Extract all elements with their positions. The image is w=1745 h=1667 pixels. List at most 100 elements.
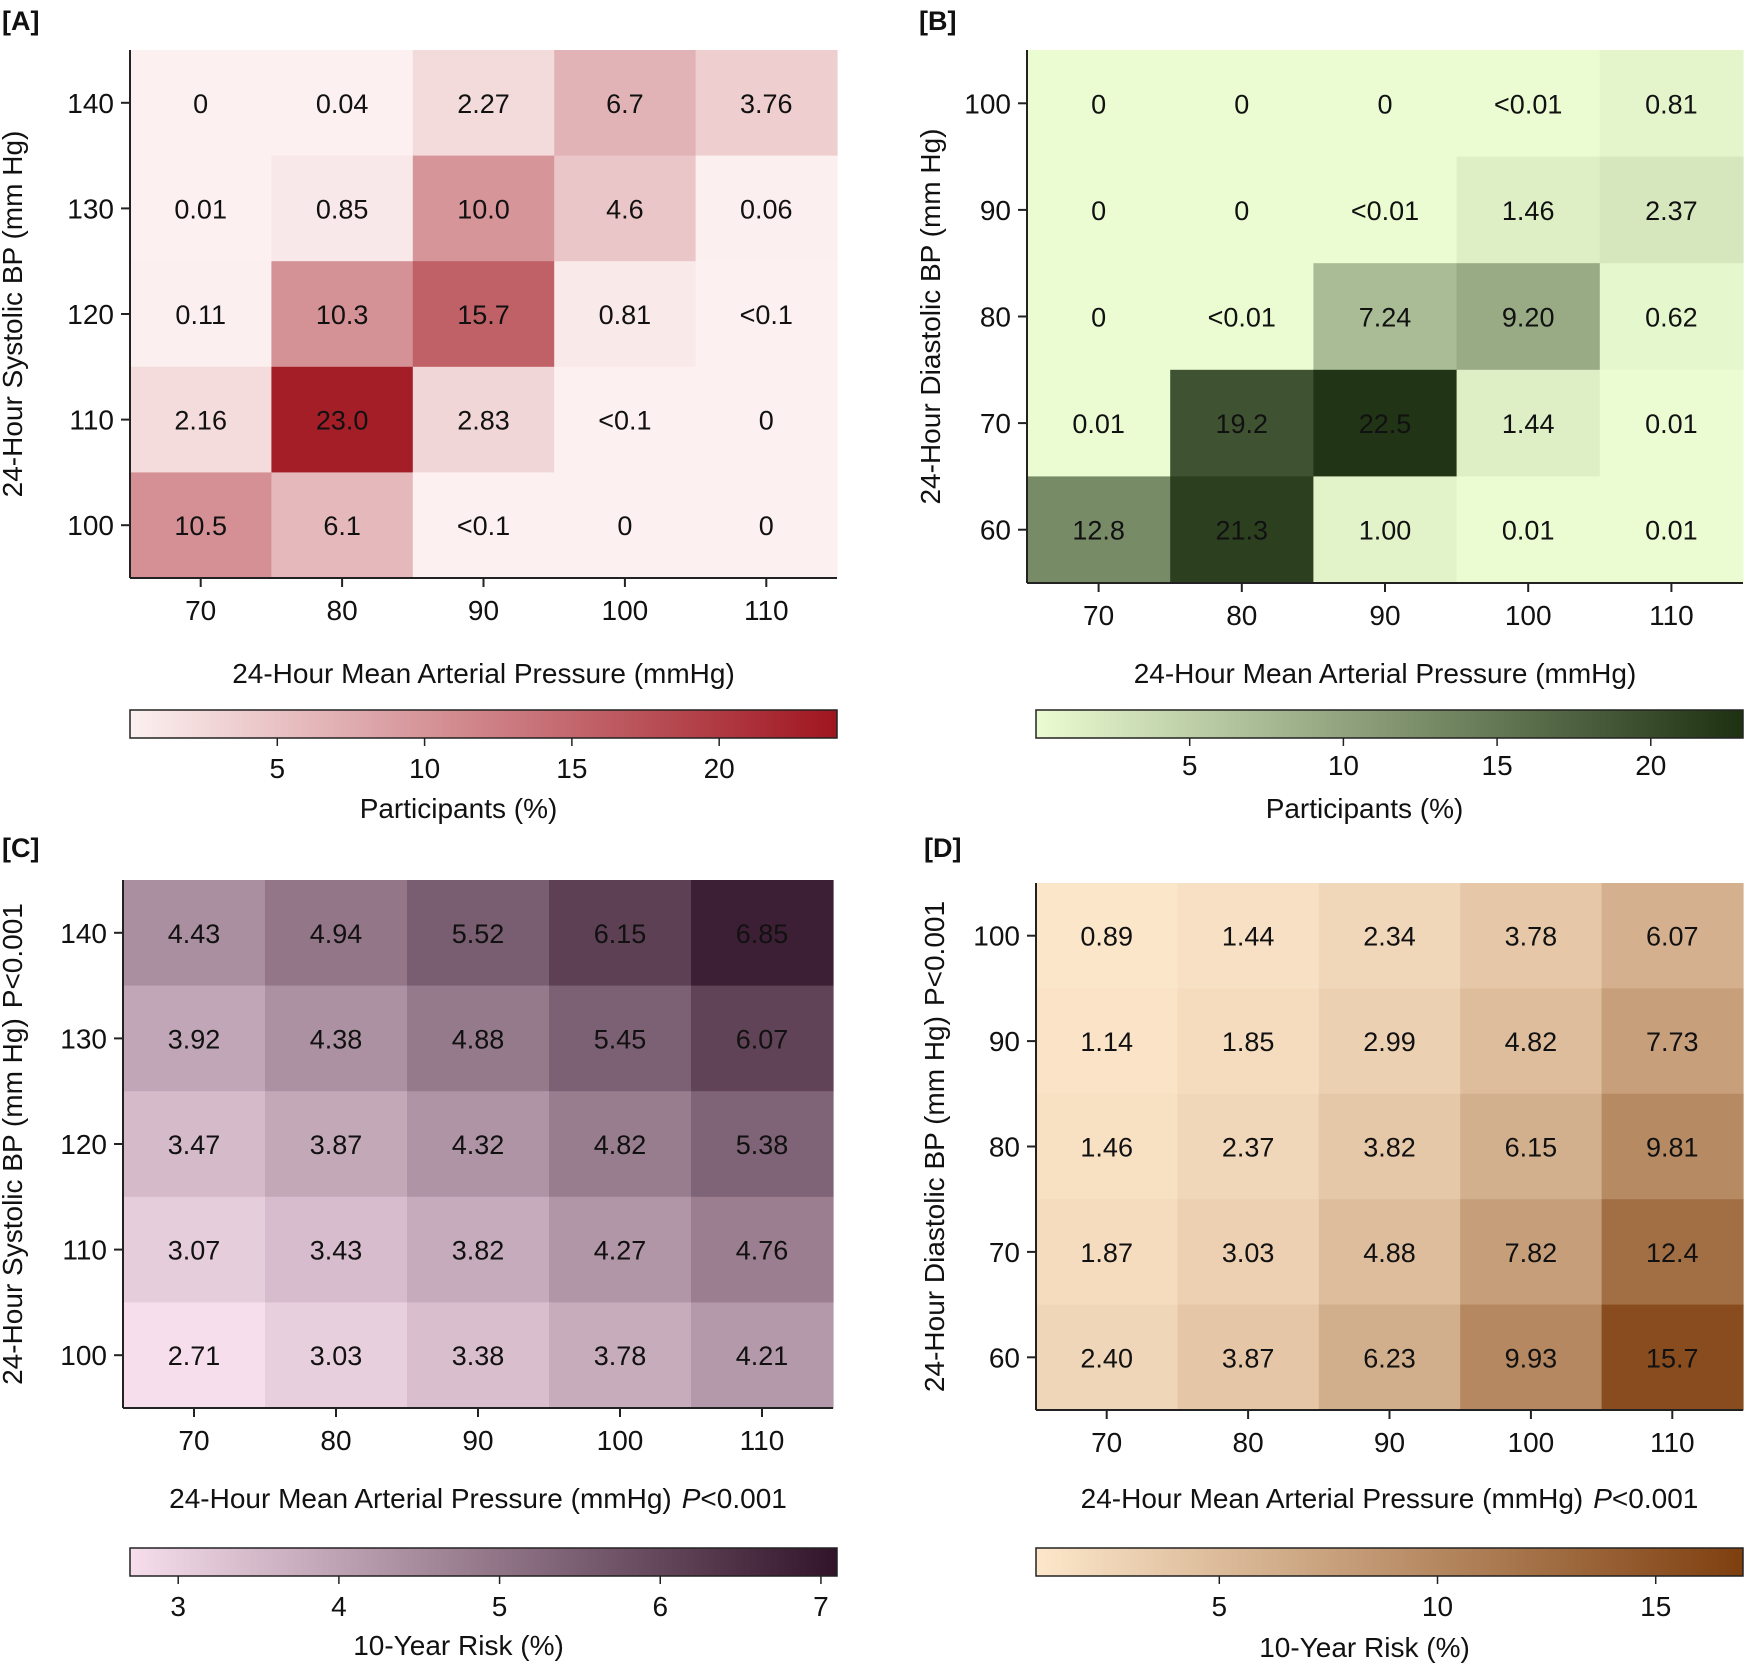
heatmap-cell [1601,988,1744,1095]
cell-value-label: 10.3 [316,300,369,330]
heatmap-cell [1027,369,1171,477]
x-tick-label: 100 [597,1425,644,1456]
x-axis-title-text: 24-Hour Mean Arterial Pressure (mmHg) [169,1483,672,1514]
x-tick-label: 80 [320,1425,351,1456]
cell-value-label: 2.71 [168,1341,221,1371]
heatmap-cell [1036,883,1178,989]
heatmap-cell [1456,156,1601,264]
cell-value-label: <0.1 [740,300,793,330]
cell-value-label: 0.01 [1072,409,1125,439]
y-tick-label: 120 [60,1129,107,1160]
heatmap-cell [123,1196,266,1303]
heatmap-cell [1599,476,1744,584]
y-axis-title: 24-Hour Systolic BP (mm Hg) [0,131,28,498]
cell-value-label: 6.85 [736,919,789,949]
heatmap-cell [130,50,272,157]
heatmap-cell [695,50,838,157]
heatmap-cell [1318,988,1461,1095]
x-axis-title: 24-Hour Mean Arterial Pressure (mmHg) [232,658,735,689]
panel-label: [C] [2,833,39,863]
heatmap-cell [412,50,555,157]
heatmap-cell [1460,883,1603,989]
y-tick-label: 140 [60,918,107,949]
heatmap-cell [123,1091,266,1198]
x-tick-label: 70 [1083,600,1114,631]
y-tick-label: 90 [989,1026,1020,1057]
cell-value-label: 2.34 [1363,922,1416,952]
y-tick-label: 110 [62,1235,107,1266]
cell-value-label: 0.81 [599,300,652,330]
colorbar-tick-label: 5 [270,753,286,784]
heatmap-cell [695,155,838,262]
y-tick-label: 110 [69,405,114,436]
cell-value-label: 2.27 [457,89,510,119]
heatmap-cell [1601,1199,1744,1306]
p-letter: P [682,1483,701,1514]
heatmap-cell [1177,988,1320,1095]
heatmap-cell [407,1302,550,1409]
cell-value-label: 3.78 [594,1341,647,1371]
colorbar-label: Participants (%) [360,793,558,824]
heatmap-cell [695,366,838,473]
heatmap-cell [549,880,692,987]
heatmap-cell [265,880,408,987]
heatmap-cell [554,472,697,579]
heatmap-cell [1601,1093,1744,1200]
cell-value-label: 0.04 [316,89,369,119]
x-tick-label: 110 [1650,1427,1695,1458]
y-axis-title: 24-Hour Diastolic BP (mm Hg) P<0.001 [919,901,950,1392]
heatmap-cell [1027,476,1171,584]
heatmap-cell [691,880,834,987]
cell-value-label: 0 [1234,89,1249,119]
heatmap-cell [1318,1093,1461,1200]
y-axis-title-text: 24-Hour Diastolic BP (mm Hg) [919,1016,950,1392]
x-tick-label: 70 [178,1425,209,1456]
heatmap-cell [1313,263,1458,371]
y-axis-title: 24-Hour Diastolic BP (mm Hg) [915,128,946,504]
colorbar-tick-label: 3 [170,1591,186,1622]
heatmap-cell [271,261,414,368]
x-tick-label: 80 [1226,600,1257,631]
heatmap-cell [130,472,272,579]
y-tick-label: 60 [989,1342,1020,1373]
heatmap-cell [265,1091,408,1198]
heatmap-cell [1599,156,1744,264]
cell-value-label: 15.7 [1646,1343,1699,1373]
heatmap-cell [1460,988,1603,1095]
y-tick-label: 100 [60,1340,107,1371]
heatmap-cell [412,472,555,579]
heatmap-cell [123,1302,266,1409]
cell-value-label: 0 [1091,303,1106,333]
cell-value-label: 2.16 [174,406,227,436]
cell-value-label: 9.93 [1505,1343,1558,1373]
cell-value-label: <0.01 [1351,196,1419,226]
heatmap-cell [1313,476,1458,584]
colorbar [1035,1547,1744,1577]
cell-value-label: 4.27 [594,1236,647,1266]
y-axis-title-text: 24-Hour Systolic BP (mm Hg) [0,1018,28,1385]
p-letter: P [1593,1483,1612,1514]
y-tick-label: 60 [980,515,1011,546]
x-tick-label: 80 [327,595,358,626]
heatmap-cell [265,985,408,1092]
heatmap-cell [1456,263,1601,371]
heatmap-cell [1177,883,1320,989]
heatmap-cell [1170,50,1314,158]
heatmap-cell [407,1196,550,1303]
y-tick-label: 100 [67,510,114,541]
colorbar-tick-label: 5 [1212,1591,1228,1622]
cell-value-label: 19.2 [1216,409,1269,439]
heatmap-cell [1036,1304,1178,1411]
heatmap-cell [1601,1304,1744,1411]
cell-value-label: 1.44 [1502,409,1555,439]
cell-value-label: 1.14 [1080,1027,1133,1057]
heatmap-cell [691,1302,834,1409]
cell-value-label: 9.20 [1502,303,1555,333]
cell-value-label: 1.46 [1080,1133,1133,1163]
y-tick-label: 80 [980,302,1011,333]
cell-value-label: 3.43 [310,1236,363,1266]
x-tick-label: 110 [740,1425,785,1456]
y-tick-label: 70 [989,1237,1020,1268]
x-axis-title-text: 24-Hour Mean Arterial Pressure (mmHg) [1134,658,1637,689]
